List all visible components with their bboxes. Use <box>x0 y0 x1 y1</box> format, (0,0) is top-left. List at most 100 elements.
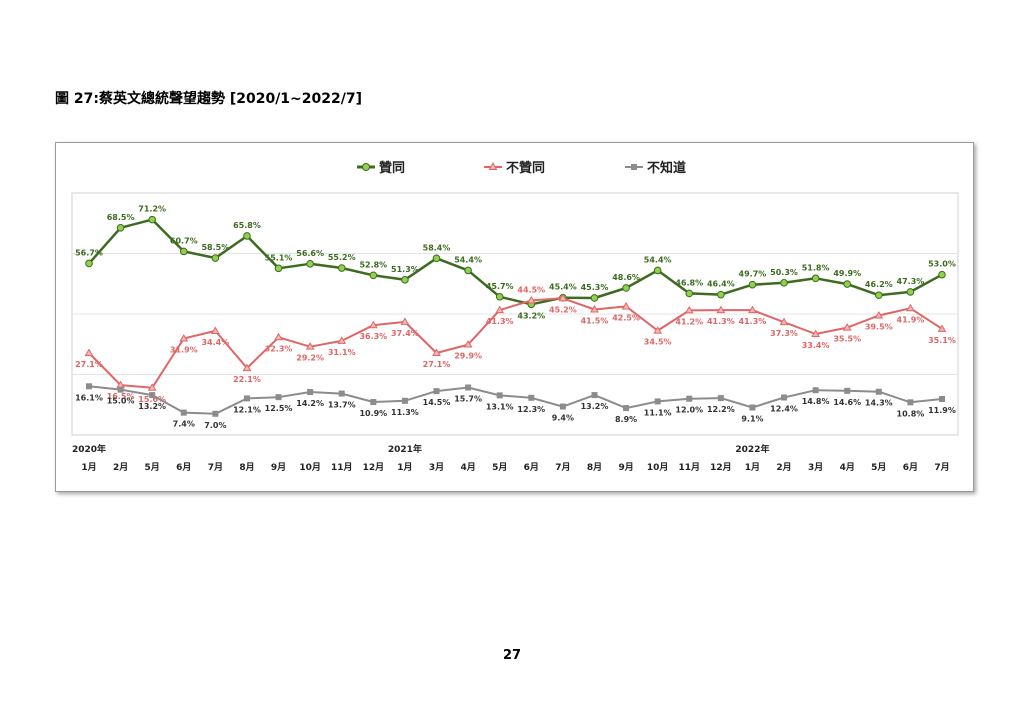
data-label-approve: 46.8% <box>675 278 703 287</box>
x-tick-label: 1月 <box>81 462 96 473</box>
series-line-unknown <box>88 385 943 415</box>
data-label-approve: 55.1% <box>265 253 293 262</box>
data-point-approve <box>337 264 346 272</box>
data-label-unknown: 13.1% <box>486 402 514 411</box>
data-point-disapprove <box>716 305 726 314</box>
data-label-disapprove: 36.3% <box>359 332 387 341</box>
data-label-unknown: 14.6% <box>833 398 861 407</box>
legend-label-disapprove: 不贊同 <box>506 161 546 176</box>
data-label-disapprove: 31.9% <box>170 346 198 355</box>
data-point-disapprove <box>653 326 663 334</box>
data-label-disapprove: 34.4% <box>201 338 229 347</box>
data-label-unknown: 10.9% <box>359 409 387 418</box>
data-point-unknown <box>907 399 914 406</box>
data-point-approve <box>495 292 504 301</box>
data-point-approve <box>148 215 156 224</box>
data-label-unknown: 12.0% <box>675 406 703 415</box>
series-line-approve <box>88 218 943 306</box>
data-point-disapprove <box>842 323 852 331</box>
data-label-disapprove: 35.1% <box>928 336 956 345</box>
data-point-disapprove <box>179 334 189 342</box>
x-tick-label: 2月 <box>113 462 128 473</box>
x-tick-label: 12月 <box>710 462 732 473</box>
x-year-label: 2021年 <box>388 443 422 455</box>
data-point-disapprove <box>937 324 947 332</box>
data-point-approve <box>938 270 946 279</box>
data-label-approve: 47.3% <box>897 277 925 286</box>
data-point-disapprove <box>337 336 347 344</box>
data-label-unknown: 12.5% <box>265 404 293 413</box>
data-point-unknown <box>844 387 851 394</box>
data-label-unknown: 7.4% <box>173 420 195 429</box>
data-point-unknown <box>401 397 408 404</box>
data-point-unknown <box>212 410 219 417</box>
data-point-disapprove <box>147 383 157 391</box>
data-label-approve: 60.7% <box>170 236 198 245</box>
data-label-approve: 49.9% <box>833 269 861 278</box>
data-label-approve: 50.3% <box>770 268 798 277</box>
data-point-unknown <box>559 403 566 410</box>
data-label-unknown: 15.0% <box>107 397 135 406</box>
data-label-unknown: 14.8% <box>802 397 830 406</box>
data-point-unknown <box>591 392 598 399</box>
x-tick-label: 4月 <box>460 462 475 473</box>
data-label-unknown: 12.4% <box>770 404 798 413</box>
data-label-disapprove: 35.5% <box>833 335 861 344</box>
data-point-approve <box>369 271 378 280</box>
data-label-disapprove: 29.2% <box>296 354 324 363</box>
data-label-disapprove: 27.1% <box>423 360 451 369</box>
x-tick-label: 7月 <box>555 462 570 473</box>
data-point-approve <box>464 266 472 275</box>
data-label-disapprove: 41.3% <box>486 317 514 326</box>
legend-swatch-disapprove <box>484 161 502 170</box>
data-point-approve <box>590 294 599 302</box>
x-tick-label: 5月 <box>145 462 160 473</box>
data-point-approve <box>432 254 441 263</box>
data-label-disapprove: 29.9% <box>454 352 482 361</box>
data-label-approve: 43.2% <box>517 311 545 320</box>
data-point-disapprove <box>621 301 631 310</box>
data-point-approve <box>211 254 220 262</box>
data-point-disapprove <box>84 348 94 357</box>
data-point-unknown <box>528 394 535 401</box>
legend-swatch-approve <box>357 162 375 171</box>
data-point-unknown <box>275 394 282 401</box>
data-point-disapprove <box>210 326 220 334</box>
legend-label-approve: 贊同 <box>379 161 406 176</box>
legend-item-disapprove: 不贊同 <box>483 157 545 176</box>
page-number: 27 <box>502 648 522 663</box>
chart-frame: 贊同 不贊同 不知道 56.7% 68.5% 71.2% 60.7% 58.5% 65.8… <box>55 142 974 492</box>
legend-item-unknown: 不知道 <box>624 157 686 176</box>
data-label-disapprove: 37.4% <box>391 329 419 338</box>
data-label-disapprove: 41.5% <box>581 316 609 325</box>
data-point-unknown <box>749 404 756 411</box>
data-label-unknown: 9.1% <box>741 414 763 423</box>
data-label-unknown: 13.2% <box>581 402 609 411</box>
legend-label-unknown: 不知道 <box>647 161 687 176</box>
data-point-unknown <box>623 405 630 412</box>
data-label-approve: 49.7% <box>739 270 767 279</box>
data-point-disapprove <box>495 305 505 314</box>
x-tick-label: 7月 <box>208 462 223 473</box>
data-point-disapprove <box>779 317 789 326</box>
data-label-unknown: 14.2% <box>296 399 324 408</box>
data-point-unknown <box>307 389 314 396</box>
data-point-unknown <box>654 398 661 405</box>
data-label-disapprove: 41.3% <box>707 317 735 326</box>
data-point-unknown <box>781 394 788 401</box>
data-point-disapprove <box>526 295 536 304</box>
data-label-unknown: 14.5% <box>423 398 451 407</box>
data-label-unknown: 10.8% <box>897 409 925 418</box>
legend-item-approve: 贊同 <box>356 157 405 176</box>
data-point-disapprove <box>432 348 441 357</box>
data-label-approve: 45.4% <box>549 283 577 292</box>
x-tick-label: 9月 <box>618 462 633 473</box>
x-tick-label: 9月 <box>271 462 286 473</box>
data-point-unknown <box>433 388 440 395</box>
data-point-approve <box>843 280 852 288</box>
data-label-unknown: 8.9% <box>615 415 637 424</box>
data-point-approve <box>401 276 409 284</box>
data-label-approve: 58.4% <box>423 243 451 252</box>
data-point-unknown <box>117 386 124 393</box>
x-tick-label: 2月 <box>776 462 791 473</box>
